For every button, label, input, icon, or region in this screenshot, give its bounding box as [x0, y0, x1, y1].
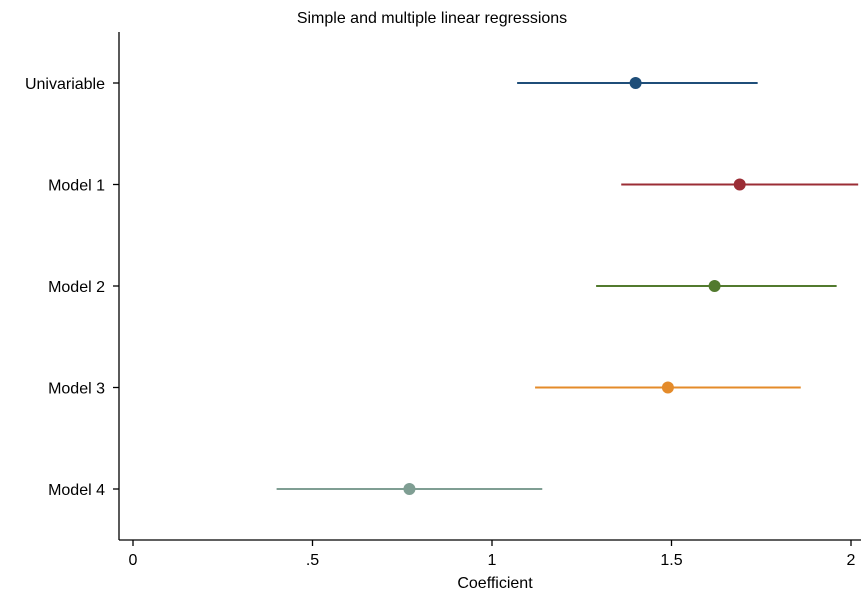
chart-title: Simple and multiple linear regressions: [297, 10, 567, 27]
x-tick-label: 1.5: [660, 552, 682, 569]
y-ticks: Univariable Model 1 Model 2 Model 3 Model 4: [25, 76, 119, 499]
x-tick-label: .5: [306, 552, 319, 569]
point-estimate: [403, 483, 416, 495]
coefficient-marks: [276, 77, 859, 495]
point-estimate: [708, 280, 721, 292]
point-estimate: [661, 381, 674, 394]
x-ticks: 0 .5 1 1.5 2: [129, 540, 856, 569]
y-tick-label: Model 1: [48, 178, 105, 195]
x-axis-title: Coefficient: [457, 575, 533, 592]
y-tick-label: Model 4: [48, 482, 105, 499]
point-estimate: [733, 178, 746, 191]
x-tick-label: 0: [129, 552, 138, 569]
y-tick-label: Model 3: [48, 381, 105, 398]
x-tick-label: 1: [488, 552, 497, 569]
y-tick-label: Model 2: [48, 279, 105, 296]
y-tick-label: Univariable: [25, 76, 105, 93]
x-tick-label: 2: [847, 552, 856, 569]
point-estimate: [629, 77, 642, 89]
